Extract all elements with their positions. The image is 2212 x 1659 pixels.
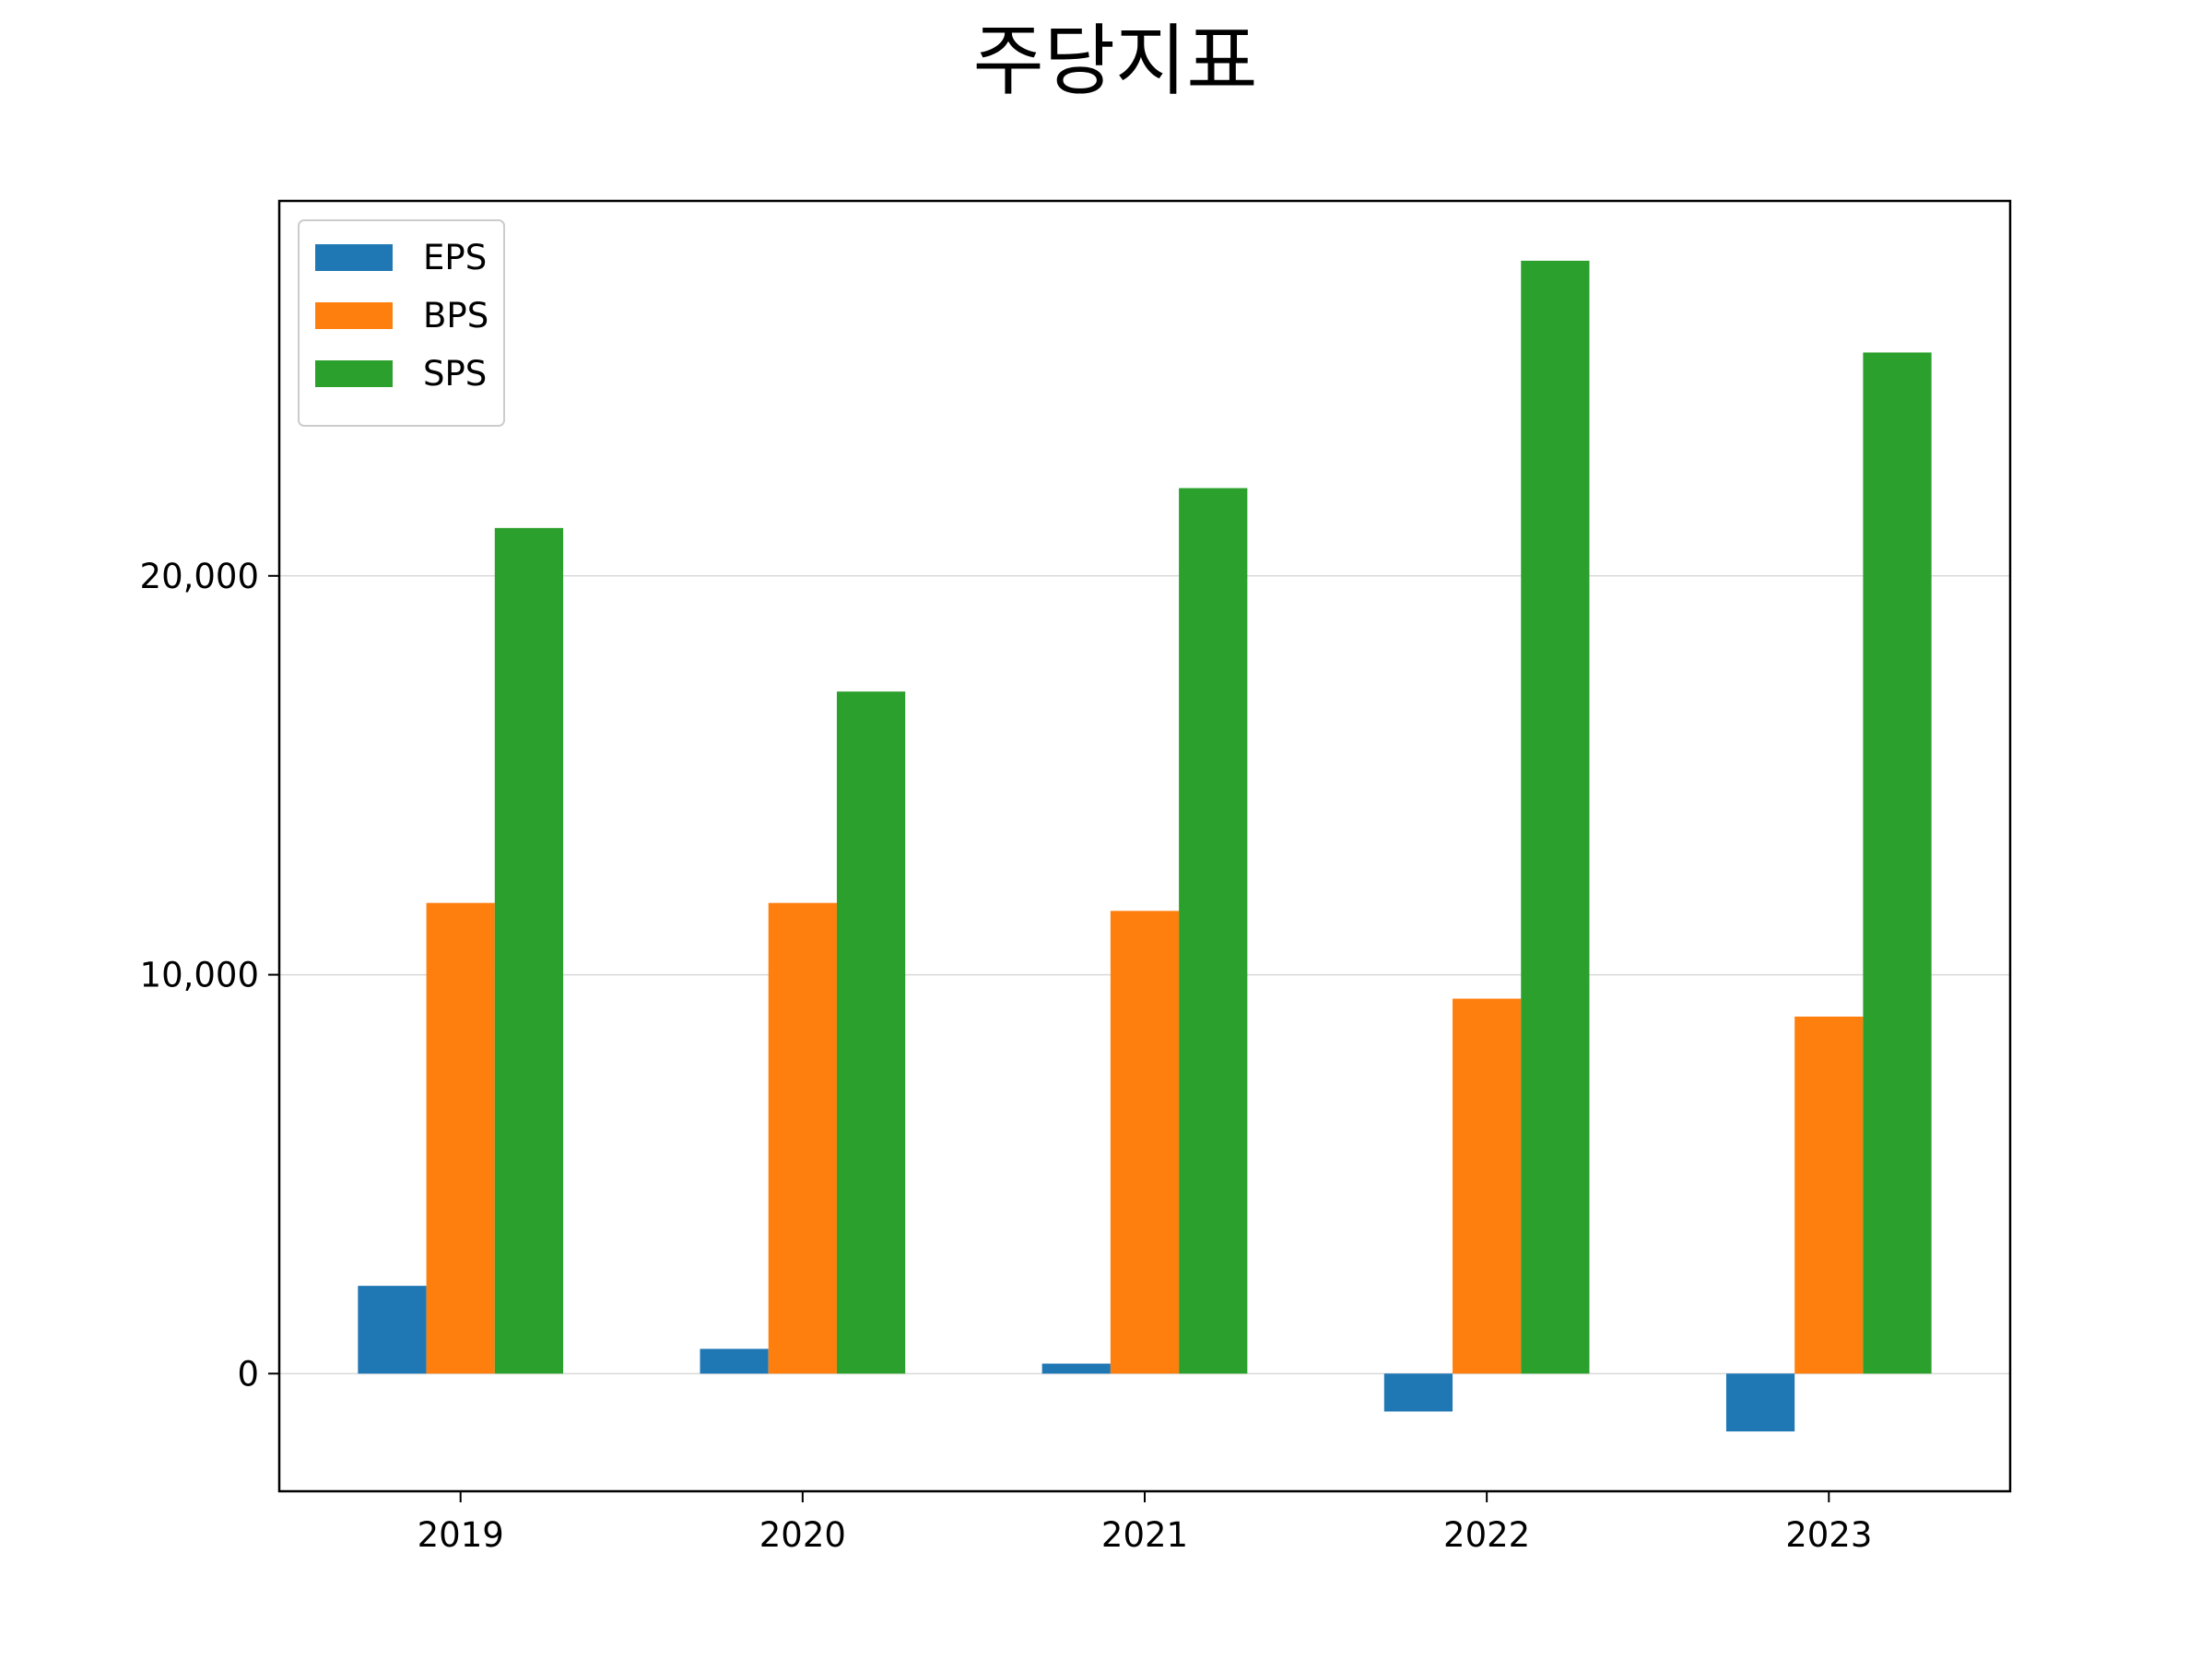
chart-title: 주당지표 xyxy=(972,16,1257,106)
x-tick-label: 2023 xyxy=(1785,1515,1872,1555)
bar-bps-2023 xyxy=(1794,1017,1864,1374)
bar-eps-2020 xyxy=(700,1348,769,1374)
x-tick-label: 2020 xyxy=(759,1515,846,1555)
x-axis: 2019 2020 2021 2022 2023 xyxy=(418,1491,1872,1555)
legend-label-sps: SPS xyxy=(423,354,487,394)
legend-label-eps: EPS xyxy=(423,238,487,277)
bar-sps-2021 xyxy=(1179,488,1248,1374)
bar-sps-2020 xyxy=(836,691,906,1374)
x-tick-label: 2021 xyxy=(1101,1515,1188,1555)
bar-sps-2022 xyxy=(1521,260,1590,1374)
y-tick-label: 10,000 xyxy=(140,956,259,995)
bar-bps-2019 xyxy=(426,902,495,1374)
legend: EPS BPS SPS xyxy=(298,219,505,427)
y-tick-label: 20,000 xyxy=(140,557,259,596)
bar-bps-2022 xyxy=(1453,998,1522,1374)
legend-swatch-sps xyxy=(315,360,393,387)
legend-swatch-bps xyxy=(315,302,393,329)
legend-swatch-eps xyxy=(315,244,393,271)
bar-sps-2019 xyxy=(494,527,564,1374)
bar-eps-2019 xyxy=(358,1286,427,1374)
x-tick-label: 2019 xyxy=(418,1515,504,1555)
y-axis: 0 10,000 20,000 xyxy=(140,557,279,1394)
bar-eps-2023 xyxy=(1725,1373,1795,1432)
x-tick-label: 2022 xyxy=(1443,1515,1530,1555)
bar-bps-2021 xyxy=(1110,911,1180,1374)
bar-eps-2021 xyxy=(1041,1363,1111,1374)
legend-label-bps: BPS xyxy=(423,296,488,335)
bar-bps-2020 xyxy=(768,902,837,1374)
bar-sps-2023 xyxy=(1863,352,1932,1374)
y-tick-label: 0 xyxy=(237,1354,259,1394)
bar-eps-2022 xyxy=(1383,1373,1453,1412)
bars xyxy=(358,260,1932,1432)
